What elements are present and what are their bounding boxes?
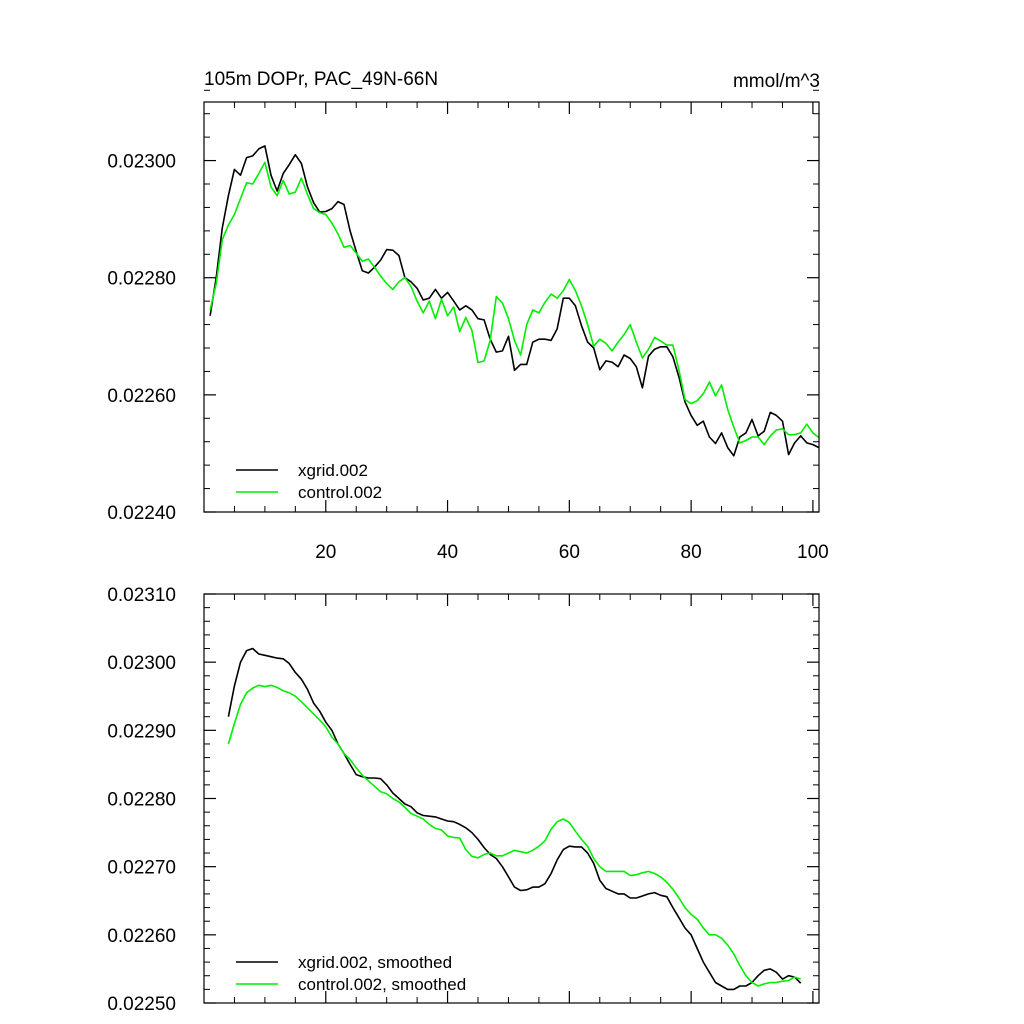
chart-title: 105m DOPr, PAC_49N-66N: [204, 69, 438, 90]
bottom-series-line-1: [227, 684, 801, 987]
bottom-chart: 0.02250 0.02260 0.02270 0.02280 0.02290 0.023…: [107, 585, 820, 1015]
bottom-y-tick-label: 0.02270: [107, 858, 176, 879]
top-series-layer: [209, 145, 820, 457]
top-x-tick-label: 100: [797, 542, 829, 563]
bottom-series-line-0: [227, 647, 802, 991]
bottom-legend-label-1: control.002, smoothed: [298, 975, 466, 994]
top-legend-label-0: xgrid.002: [298, 461, 368, 480]
bottom-y-tick-label: 0.02250: [107, 994, 176, 1015]
top-x-tick-label: 80: [681, 542, 702, 563]
bottom-series-layer: [227, 647, 802, 991]
top-legend-label-1: control.002: [298, 483, 382, 502]
top-axis-layer: 20 40 60 80 100 0.02240 0.02260 0.02280 0.02300: [107, 89, 829, 563]
bottom-legend-label-0: xgrid.002, smoothed: [298, 953, 452, 972]
top-y-tick-label: 0.02280: [107, 269, 176, 290]
top-y-tick-label: 0.02260: [107, 386, 176, 407]
units-label: mmol/m^3: [733, 71, 820, 92]
top-plot-frame: [203, 101, 820, 513]
top-legend: xgrid.002 control.002: [236, 461, 382, 502]
top-y-tick-label: 0.02240: [107, 503, 176, 524]
top-chart: 105m DOPr, PAC_49N-66N mmol/m^3 20 40 60 80…: [107, 69, 828, 563]
top-x-tick-label: 60: [559, 542, 580, 563]
bottom-y-tick-label: 0.02310: [107, 585, 176, 606]
bottom-y-tick-label: 0.02300: [107, 653, 176, 674]
top-series-line-0: [209, 145, 820, 457]
top-y-tick-label: 0.02300: [107, 152, 176, 173]
bottom-legend: xgrid.002, smoothed control.002, smoothed: [236, 953, 466, 994]
bottom-y-tick-label: 0.02280: [107, 790, 176, 811]
bottom-y-tick-label: 0.02260: [107, 926, 176, 947]
top-x-tick-label: 40: [437, 542, 458, 563]
top-series-line-1: [209, 161, 820, 446]
bottom-y-tick-label: 0.02290: [107, 721, 176, 742]
top-x-tick-label: 20: [315, 542, 336, 563]
bottom-axis-layer: 0.02250 0.02260 0.02270 0.02280 0.02290 0.023…: [107, 585, 820, 1015]
